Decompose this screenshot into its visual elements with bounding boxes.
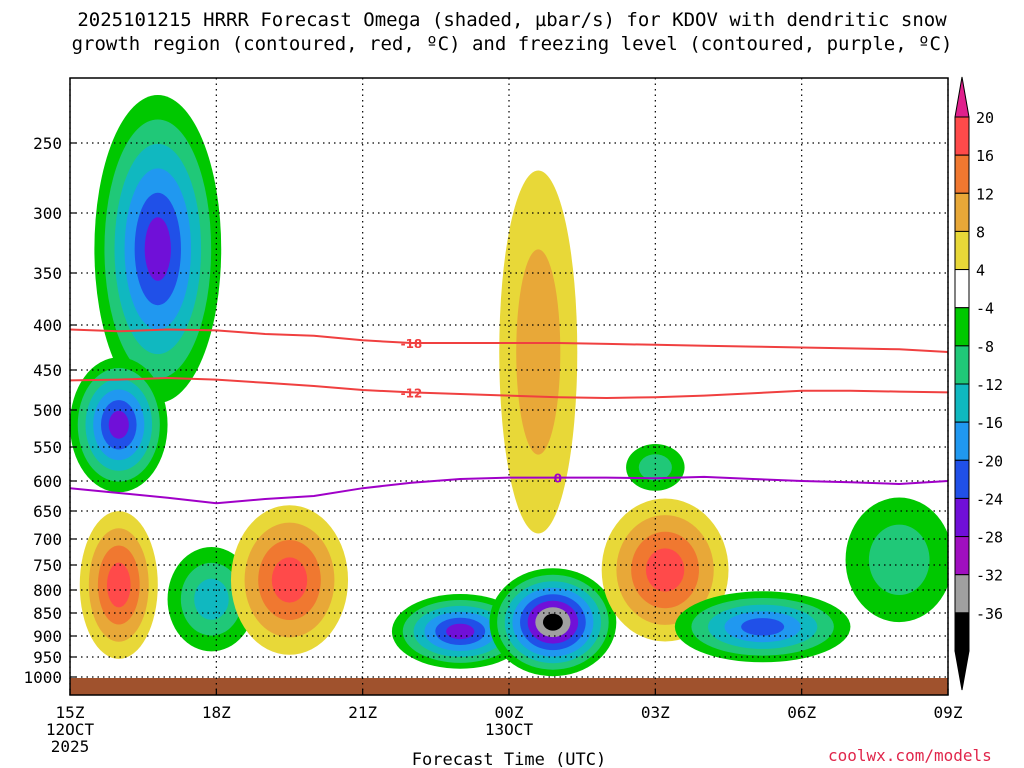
omega-level-8	[542, 613, 563, 631]
contour-label: -18	[401, 337, 423, 351]
omega-level-6	[144, 217, 171, 281]
omega-cell	[230, 505, 349, 655]
grid-lines	[69, 78, 949, 695]
colorbar-swatch	[954, 612, 970, 652]
colorbar-swatch	[954, 307, 970, 347]
x-tick-label: 12OCT	[46, 720, 95, 739]
colorbar-swatch	[954, 116, 970, 156]
contour-line	[70, 376, 948, 400]
y-tick-label: 250	[33, 134, 62, 153]
x-tick-label: 18Z	[202, 703, 231, 722]
axes: 250 300 350 400 450 500 550 600 650 700 750 800 850 9…	[23, 77, 963, 756]
colorbar-label: -28	[976, 529, 1003, 547]
x-axis-label: Forecast Time (UTC)	[412, 750, 606, 768]
y-tick-label: 1000	[23, 668, 62, 687]
omega-cell	[79, 511, 158, 659]
colorbar-label: 12	[976, 185, 994, 203]
omega-cell	[70, 357, 168, 493]
title-line-1: 2025101215 HRRR Forecast Omega (shaded, …	[77, 9, 947, 31]
x-tick-label: 13OCT	[485, 720, 534, 739]
colorbar-swatch	[954, 459, 970, 499]
contour-line	[70, 475, 948, 505]
colorbar-label: 20	[976, 109, 994, 127]
colorbar-label: 8	[976, 223, 985, 241]
y-tick-label: 750	[33, 556, 62, 575]
ground-surface	[70, 678, 948, 695]
colorbar: 20 16 12 8 4 -4 -8 -12 -16 -20 -24 -28 -32 -36	[954, 76, 1003, 691]
omega-cell	[94, 95, 222, 403]
y-tick-label: 400	[33, 316, 62, 335]
y-tick-label: 950	[33, 648, 62, 667]
colorbar-swatch	[954, 421, 970, 461]
colorbar-swatch	[954, 269, 970, 309]
title-line-2: growth region (contoured, red, ºC) and f…	[71, 33, 953, 55]
omega-cell	[674, 591, 851, 663]
omega-level-2	[638, 454, 672, 481]
colorbar-label: -24	[976, 490, 1003, 508]
omega-cell	[499, 170, 578, 534]
x-tick-label: 00Z	[495, 703, 524, 722]
surface-band	[70, 678, 948, 695]
colorbar-label: -32	[976, 567, 1003, 585]
y-tick-label: 300	[33, 204, 62, 223]
colorbar-swatch	[954, 345, 970, 385]
contour-label: 0	[554, 472, 562, 486]
x-tick-label: 21Z	[348, 703, 377, 722]
x-tick-label: 09Z	[934, 703, 963, 722]
colorbar-swatch	[954, 154, 970, 194]
x-tick-label: 06Z	[787, 703, 816, 722]
colorbar-label: -20	[976, 452, 1003, 470]
colorbar-label: -4	[976, 300, 994, 318]
y-tick-label: 900	[33, 627, 62, 646]
colorbar-label: -12	[976, 376, 1003, 394]
omega-level-4	[645, 548, 685, 592]
y-tick-label: 700	[33, 530, 62, 549]
colorbar-swatch	[954, 574, 970, 614]
colorbar-label: -36	[976, 605, 1003, 623]
omega-shading	[70, 95, 948, 677]
y-tick-label: 450	[33, 361, 62, 380]
omega-level-2	[516, 249, 561, 455]
omega-level-6	[108, 410, 129, 439]
omega-level-3	[194, 578, 229, 620]
y-tick-label: 800	[33, 581, 62, 600]
omega-cell	[489, 568, 617, 677]
credit-link[interactable]: coolwx.com/models	[828, 746, 992, 765]
y-tick-label: 350	[33, 264, 62, 283]
colorbar-label: 16	[976, 147, 994, 165]
omega-level-4	[271, 557, 308, 603]
colorbar-swatch	[954, 536, 970, 576]
y-tick-label: 500	[33, 401, 62, 420]
y-tick-label: 550	[33, 438, 62, 457]
contour-line	[70, 328, 948, 353]
chart-title: 2025101215 HRRR Forecast Omega (shaded, …	[0, 8, 1024, 56]
colorbar-top-arrow	[954, 76, 970, 118]
y-tick-label: 650	[33, 502, 62, 521]
temperature-contours: -18 -12 0	[70, 328, 948, 505]
omega-cell	[845, 497, 948, 623]
colorbar-label: -8	[976, 338, 994, 356]
colorbar-bottom-arrow	[954, 650, 970, 691]
x-tick-label: 03Z	[641, 703, 670, 722]
y-tick-label: 600	[33, 472, 62, 491]
omega-level-2	[868, 524, 930, 596]
omega-cell	[626, 444, 685, 491]
y-tick-label: 850	[33, 604, 62, 623]
omega-level-4	[106, 562, 131, 608]
colorbar-label: 4	[976, 262, 985, 280]
omega-level-5	[741, 618, 785, 636]
x-tick-label: 15Z	[56, 703, 85, 722]
colorbar-label: -16	[976, 414, 1003, 432]
colorbar-swatch	[954, 230, 970, 271]
omega-level-6	[446, 623, 475, 640]
colorbar-swatch	[954, 192, 970, 232]
colorbar-swatch	[954, 383, 970, 423]
contour-label: -12	[401, 386, 423, 400]
colorbar-swatch	[954, 497, 970, 538]
x-tick-label: 2025	[51, 737, 90, 756]
